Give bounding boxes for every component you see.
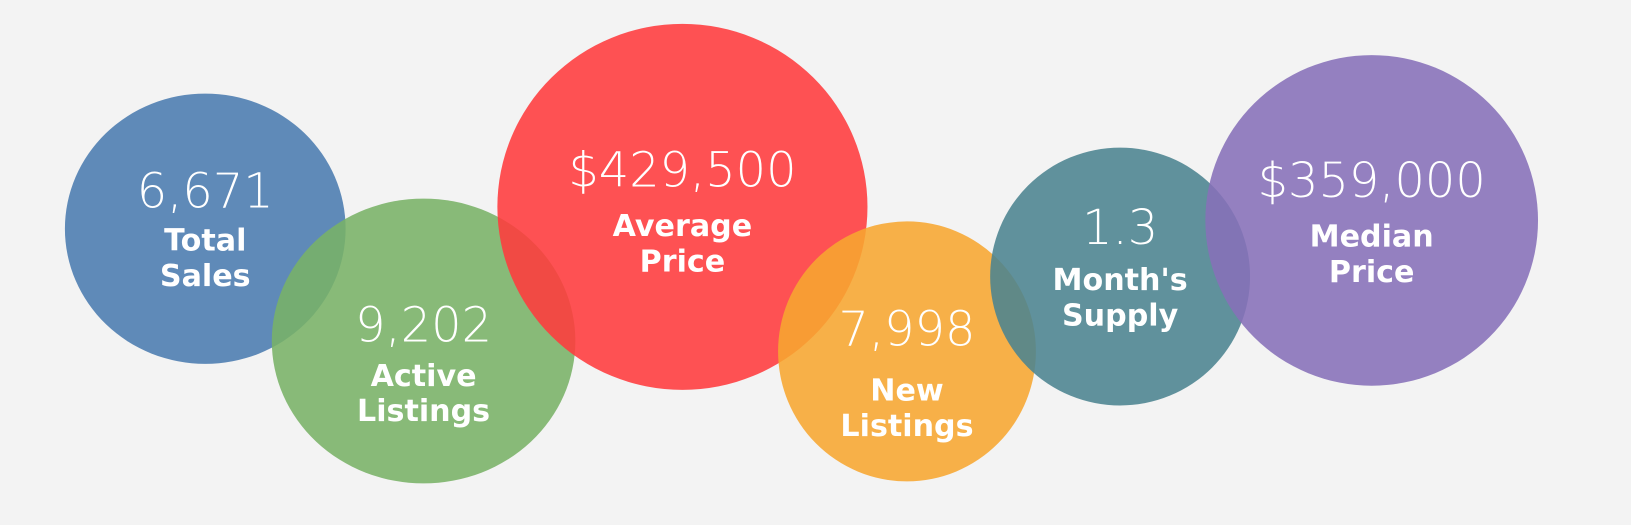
bubble <box>64 93 346 364</box>
stat-label: Price <box>1329 255 1415 290</box>
stat-label: Active <box>371 359 477 394</box>
stat-label: Total <box>164 224 246 259</box>
stat-label: Listings <box>357 394 490 429</box>
bubble <box>497 23 868 390</box>
bubble <box>271 198 576 484</box>
stat-label: Supply <box>1062 299 1179 334</box>
stat-label: Sales <box>160 259 251 294</box>
stat-label: Month's <box>1053 263 1188 298</box>
stat-value: 6,671 <box>137 164 274 219</box>
stat-value: 9,202 <box>355 299 492 354</box>
stat-label: Median <box>1310 220 1434 255</box>
stat-label: Price <box>640 245 726 280</box>
stat-value: 7,998 <box>839 303 976 358</box>
stat-label: Listings <box>840 409 973 444</box>
bubble <box>990 147 1251 406</box>
stat-value: $359,000 <box>1258 154 1486 209</box>
bubble <box>778 221 1036 482</box>
bubble <box>1205 55 1539 386</box>
stat-value: $429,500 <box>568 144 796 199</box>
stat-label: New <box>870 373 943 408</box>
stat-label: Average <box>613 209 753 244</box>
stat-value: 1.3 <box>1082 201 1158 256</box>
